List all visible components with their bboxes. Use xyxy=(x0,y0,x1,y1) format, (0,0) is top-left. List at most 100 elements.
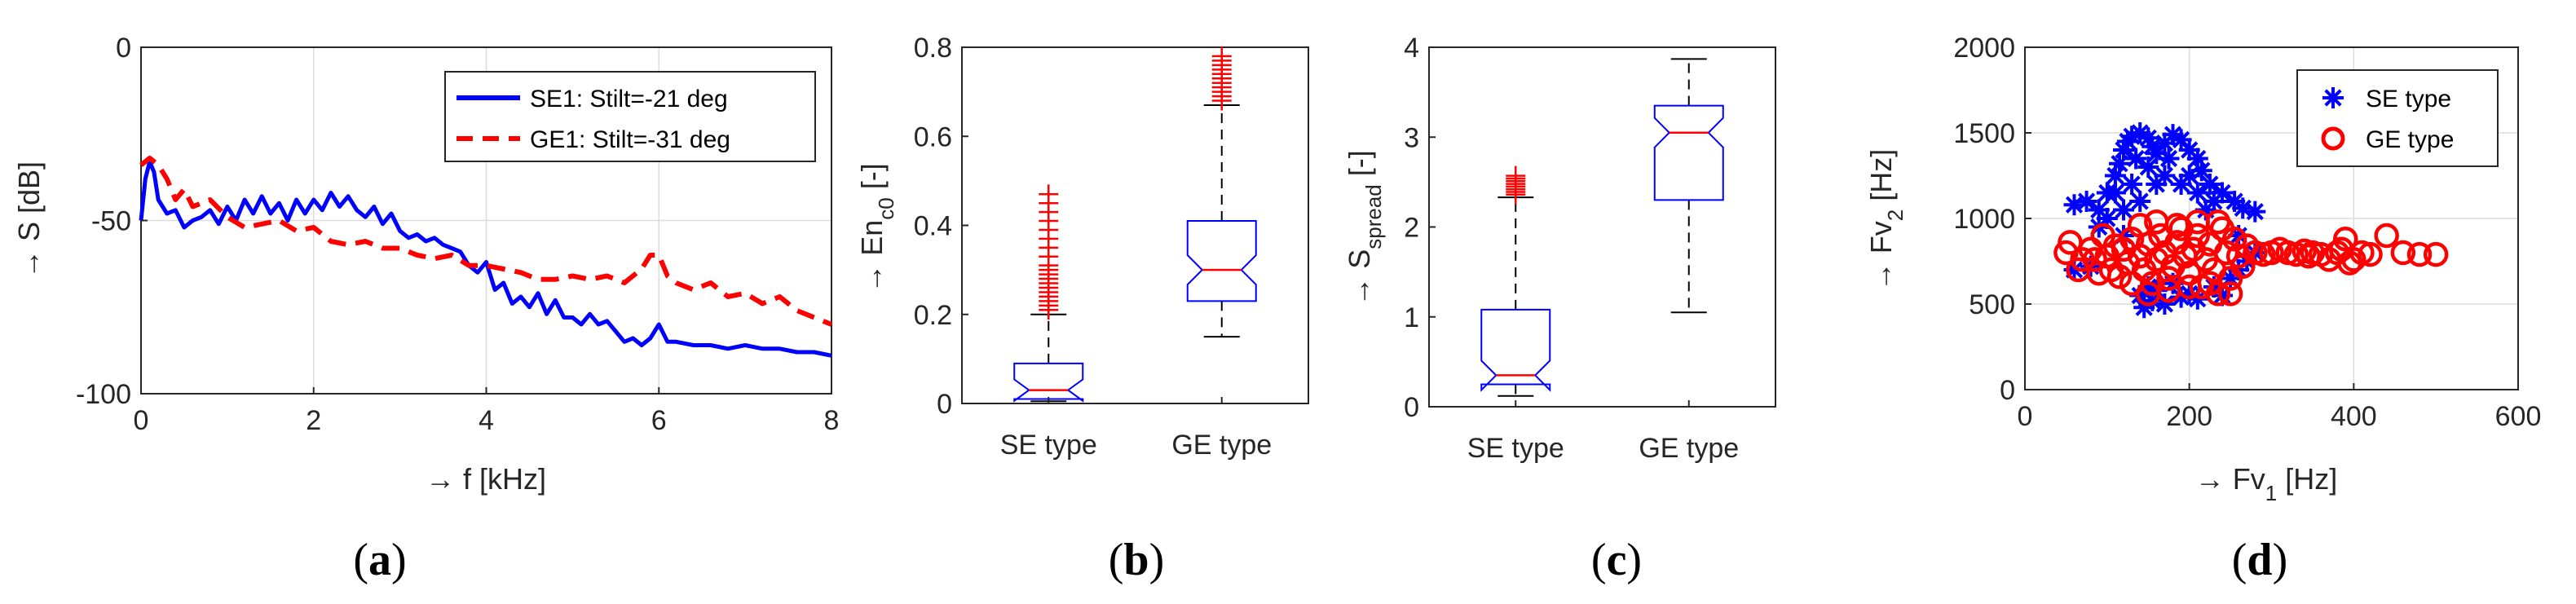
panel-c-caption: (c) xyxy=(1591,535,1642,585)
scatter-point-ge xyxy=(2197,271,2223,297)
panel-b-ytick: 0.8 xyxy=(914,33,952,64)
scatter-point-se xyxy=(2220,267,2242,289)
scatter-point-se xyxy=(2075,191,2097,212)
panel-c-ytick: 2 xyxy=(1404,213,1419,244)
panel-b-ylabel-main: → En xyxy=(855,220,889,293)
scatter-point-ge xyxy=(2185,223,2210,249)
scatter-point-ge xyxy=(2221,226,2247,252)
scatter-point-se xyxy=(2154,293,2176,315)
panel-b-ytick: 0.4 xyxy=(914,211,952,242)
panel-b-ytick: 0 xyxy=(937,389,952,420)
scatter-point-se xyxy=(2063,194,2085,216)
panel-b-category-label: SE type xyxy=(1000,430,1097,461)
panel-d-caption: (d) xyxy=(2232,535,2287,585)
box-outlier xyxy=(1211,46,1232,66)
scatter-point-ge xyxy=(2217,281,2243,306)
panel-d-legend-box xyxy=(2296,69,2499,167)
scatter-point-se xyxy=(2194,199,2217,221)
scatter-point-se xyxy=(2088,199,2110,221)
panel-a-legend-box xyxy=(444,71,816,162)
panel-d-ytick: 1000 xyxy=(1953,204,2015,235)
panel-b-category-label: GE type xyxy=(1171,430,1272,461)
panel-a: 0 2 4 6 8 0 -50 -100 → f [kHz] → S [dB] SE1: St… xyxy=(12,33,839,585)
scatter-point-se xyxy=(2104,165,2126,187)
panel-b-ticks: 0 0.2 0.4 0.6 0.8 SE type GE type xyxy=(914,33,1272,461)
scatter-point-se xyxy=(2228,225,2250,246)
panel-a-xtick: 8 xyxy=(824,405,840,436)
panel-c-ytick: 4 xyxy=(1404,33,1419,64)
panel-d-ytick: 0 xyxy=(2000,375,2015,406)
panel-c: 0 1 2 3 4 SE type GE type → Sspread [-] (c) xyxy=(1343,33,1776,585)
legend-label-se1: SE1: Stilt=-21 deg xyxy=(530,86,728,112)
scatter-point-ge xyxy=(2390,240,2416,266)
scatter-point-ge xyxy=(2423,241,2449,267)
scatter-point-se xyxy=(2137,127,2159,149)
scatter-point-se xyxy=(2170,129,2192,151)
panel-c-category-label: SE type xyxy=(1467,433,1564,464)
scatter-point-se xyxy=(2129,122,2151,143)
scatter-point-se xyxy=(2232,197,2254,219)
box-body xyxy=(1480,308,1551,392)
panel-c-category-label: GE type xyxy=(1639,433,1739,464)
box-outlier xyxy=(1039,184,1059,205)
scatter-point-se xyxy=(2146,143,2168,165)
scatter-point-ge xyxy=(2127,213,2153,238)
scatter-point-se xyxy=(2137,276,2159,298)
scatter-point-se xyxy=(2154,132,2176,154)
scatter-point-se xyxy=(2133,297,2155,319)
scatter-point-se xyxy=(2212,182,2233,204)
panel-b-ylabel-sub: c0 xyxy=(874,197,898,219)
panel-a-plot xyxy=(139,156,833,358)
panel-b-ytick: 0.6 xyxy=(914,121,952,152)
scatter-point-se xyxy=(2063,259,2085,280)
panel-c-ytick: 1 xyxy=(1404,302,1419,333)
scatter-point-se xyxy=(2096,208,2118,229)
panel-a-ticks: 0 2 4 6 8 0 -50 -100 xyxy=(76,33,840,436)
panel-d-ylabel-main: → Fv xyxy=(1864,221,1898,291)
scatter-point-se xyxy=(2162,272,2184,294)
scatter-point-se xyxy=(2154,165,2176,187)
panel-c-ylabel-tail: [-] xyxy=(1343,150,1376,184)
scatter-point-se xyxy=(2178,139,2200,161)
scatter-point-ge xyxy=(2333,226,2358,252)
panel-d-ylabel: → Fv2 [Hz] xyxy=(1864,149,1908,291)
scatter-point-se xyxy=(2178,283,2200,305)
legend-marker-se xyxy=(2322,87,2344,108)
panel-d-xtick: 0 xyxy=(2018,401,2033,432)
box-outlier xyxy=(1506,165,1526,186)
scatter-point-se xyxy=(2186,288,2208,310)
scatter-point-se xyxy=(2244,201,2266,223)
panel-c-ylabel-sub: spread xyxy=(1361,184,1386,249)
scatter-point-ge xyxy=(2177,260,2202,286)
scatter-point-se xyxy=(2186,148,2208,170)
panel-c-ytick: 3 xyxy=(1404,122,1419,153)
panel-a-ytick: 0 xyxy=(116,33,131,64)
panel-c-ylabel-main: → S xyxy=(1343,249,1376,306)
scatter-point-se xyxy=(2158,148,2180,170)
panel-d-xlabel-sub: 1 xyxy=(2265,481,2277,505)
panel-d-ylabel-tail: [Hz] xyxy=(1864,149,1898,209)
scatter-point-se xyxy=(2186,182,2208,204)
panel-d-xlabel-main: → Fv xyxy=(2195,462,2265,496)
legend-label-se: SE type xyxy=(2366,86,2451,112)
scatter-point-se xyxy=(2203,191,2225,212)
legend-label-ge1: GE1: Stilt=-31 deg xyxy=(530,126,730,153)
scatter-point-se xyxy=(2224,191,2246,212)
scatter-point-se xyxy=(2142,135,2164,157)
scatter-point-ge xyxy=(2358,241,2383,267)
panel-b-ytick: 0.2 xyxy=(914,300,952,331)
panel-c-plot xyxy=(1480,58,1724,397)
box-body xyxy=(1653,104,1724,201)
panel-d-ytick: 2000 xyxy=(1953,33,2015,64)
panel-d-xtick: 200 xyxy=(2166,401,2212,432)
box-body xyxy=(1186,220,1257,302)
scatter-point-ge xyxy=(2374,223,2399,249)
scatter-point-se xyxy=(2129,284,2151,306)
scatter-point-se xyxy=(2212,284,2233,306)
panel-d-ylabel-sub: 2 xyxy=(1883,209,1908,221)
scatter-point-se xyxy=(2125,148,2147,170)
scatter-point-se xyxy=(2109,152,2130,174)
scatter-point-ge xyxy=(2406,241,2433,267)
scatter-point-se xyxy=(2113,139,2134,161)
